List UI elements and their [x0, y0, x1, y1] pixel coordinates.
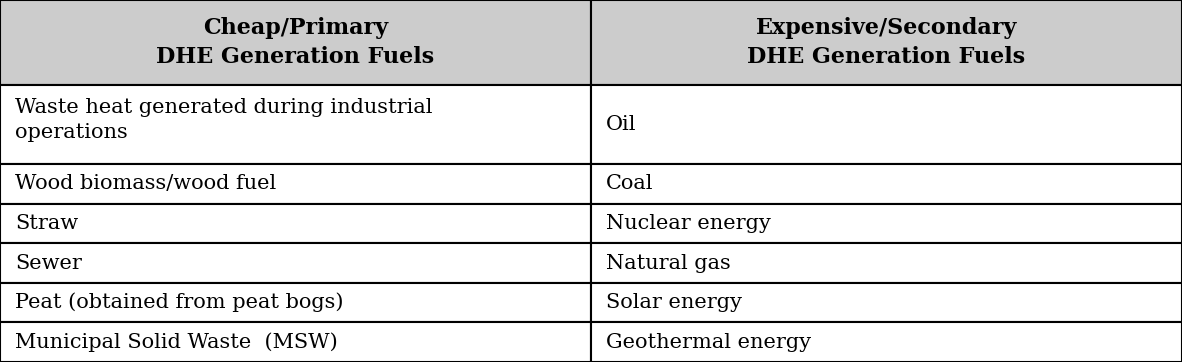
Text: Straw: Straw — [15, 214, 78, 233]
Bar — [0, 0, 591, 85]
Text: Wood biomass/wood fuel: Wood biomass/wood fuel — [15, 174, 277, 193]
Text: Natural gas: Natural gas — [606, 254, 732, 273]
Text: Cheap/Primary
DHE Generation Fuels: Cheap/Primary DHE Generation Fuels — [156, 17, 435, 68]
Bar — [0, 243, 591, 283]
Bar — [0, 323, 591, 362]
Bar — [591, 204, 1182, 243]
Text: Peat (obtained from peat bogs): Peat (obtained from peat bogs) — [15, 293, 344, 312]
Bar — [591, 164, 1182, 204]
Bar — [0, 204, 591, 243]
Bar — [591, 85, 1182, 164]
Text: Solar energy: Solar energy — [606, 293, 742, 312]
Bar — [591, 243, 1182, 283]
Text: Waste heat generated during industrial
operations: Waste heat generated during industrial o… — [15, 98, 433, 142]
Text: Oil: Oil — [606, 115, 637, 134]
Text: Geothermal energy: Geothermal energy — [606, 333, 812, 352]
Text: Expensive/Secondary
DHE Generation Fuels: Expensive/Secondary DHE Generation Fuels — [747, 17, 1026, 68]
Bar — [0, 283, 591, 323]
Bar — [591, 323, 1182, 362]
Text: Coal: Coal — [606, 174, 654, 193]
Text: Municipal Solid Waste  (MSW): Municipal Solid Waste (MSW) — [15, 332, 338, 352]
Bar — [591, 283, 1182, 323]
Bar — [0, 164, 591, 204]
Bar — [0, 85, 591, 164]
Text: Sewer: Sewer — [15, 254, 83, 273]
Bar — [591, 0, 1182, 85]
Text: Nuclear energy: Nuclear energy — [606, 214, 771, 233]
